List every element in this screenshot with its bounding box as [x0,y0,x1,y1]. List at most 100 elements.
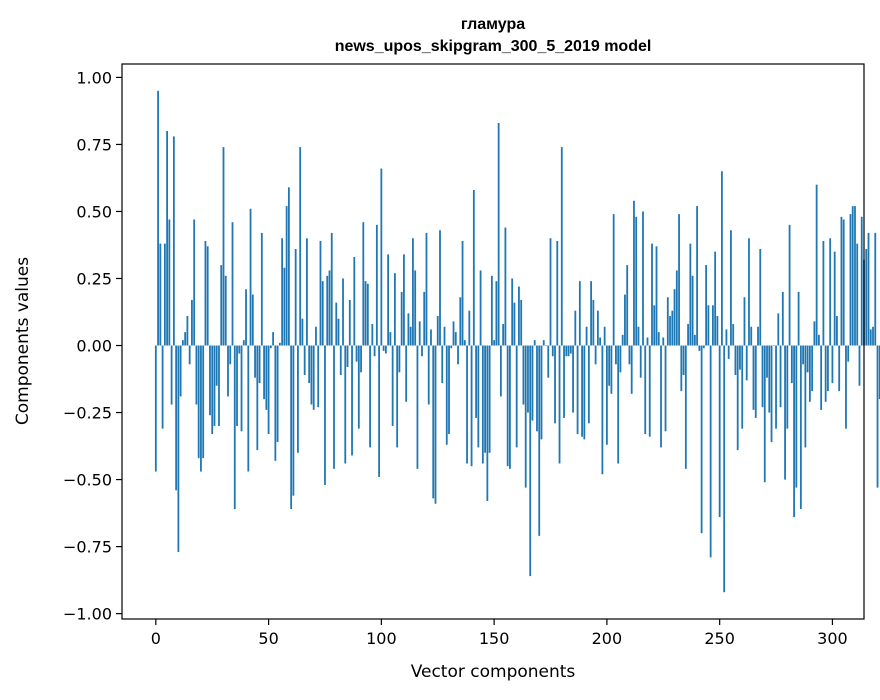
bar-45 [256,345,259,451]
bar-138 [466,345,468,464]
y-tick-label: −0.25 [63,404,112,423]
bar-91 [360,345,362,373]
bar-289 [806,345,809,373]
bar-8 [172,136,175,346]
bar-210 [628,345,631,365]
bar-20 [200,345,202,472]
bar-301 [833,251,836,346]
bar-235 [684,345,687,469]
bar-70 [312,345,315,410]
bar-194 [592,299,595,346]
bar-114 [412,238,414,346]
bar-67 [306,238,308,346]
bar-231 [675,270,678,346]
bar-161 [518,286,520,346]
bar-22 [204,240,207,346]
bar-271 [766,345,768,378]
bar-218 [646,337,649,346]
bar-263 [748,238,750,346]
bar-11 [179,345,182,397]
bar-219 [648,345,651,437]
bar-34 [231,222,234,346]
bar-54 [276,345,279,443]
bar-230 [673,289,676,346]
bar-284 [795,345,798,488]
bar-165 [527,345,529,413]
bar-143 [477,345,480,448]
bar-177 [554,345,556,424]
bar-298 [827,345,829,392]
bar-191 [585,326,588,346]
bar-135 [459,297,462,346]
bar-130 [448,345,450,434]
y-axis: 1.00 0.75 0.50 0.25 0.00 −0.25 −0.50 −0.75 −1.00 [63,68,122,624]
bar-52 [272,332,274,346]
bar-21 [202,345,205,459]
bar-268 [759,249,762,346]
bar-253 [725,329,728,346]
bar-190 [583,345,586,440]
bar-224 [660,345,662,448]
bar-234 [682,345,685,376]
bar-178 [556,240,559,346]
bar-286 [799,345,802,510]
bar-69 [310,345,313,405]
y-axis-label: Components values [13,257,33,425]
bar-287 [802,345,804,365]
bar-93 [364,281,367,346]
bar-295 [820,345,823,410]
bar-186 [574,310,577,346]
bar-0 [154,345,157,472]
bar-104 [389,332,392,346]
bar-71 [315,326,317,346]
bars-group [154,90,880,593]
bar-288 [804,345,807,448]
bar-58 [285,206,288,346]
bar-83 [342,278,344,346]
bar-142 [475,345,477,418]
bar-56 [281,238,284,346]
bar-122 [430,329,432,346]
y-tick-label: 0.75 [76,135,112,154]
bar-102 [384,345,387,354]
bar-206 [619,345,622,373]
bar-74 [321,281,324,346]
y-tick-label: −0.75 [63,538,112,557]
bar-43 [251,294,254,346]
bar-113 [409,326,412,346]
bar-157 [509,345,511,469]
bar-317 [869,329,872,346]
bar-51 [269,345,272,349]
bar-87 [351,345,353,456]
bar-117 [418,321,421,346]
bar-73 [319,240,322,346]
bar-40 [245,289,247,346]
bar-105 [391,345,394,426]
bar-212 [633,200,635,346]
bar-174 [547,345,550,378]
bar-64 [299,147,302,346]
x-tick-label: 100 [366,629,397,648]
bar-88 [353,257,356,346]
bar-307 [847,345,850,362]
bar-136 [461,240,464,346]
bar-192 [587,345,590,424]
bar-125 [436,316,439,346]
bar-239 [693,334,696,346]
bar-124 [434,345,437,504]
bar-90 [357,345,360,429]
bar-50 [267,345,270,434]
bar-146 [484,345,486,453]
bar-181 [563,345,565,418]
bar-134 [457,345,459,365]
bar-222 [655,246,658,346]
bar-94 [366,283,369,346]
bar-283 [793,345,795,518]
bar-37 [238,345,241,354]
bar-242 [700,345,703,534]
bar-81 [337,318,340,346]
bar-23 [206,246,209,346]
bar-32 [227,345,229,397]
bar-171 [540,345,543,440]
bar-119 [423,291,426,346]
